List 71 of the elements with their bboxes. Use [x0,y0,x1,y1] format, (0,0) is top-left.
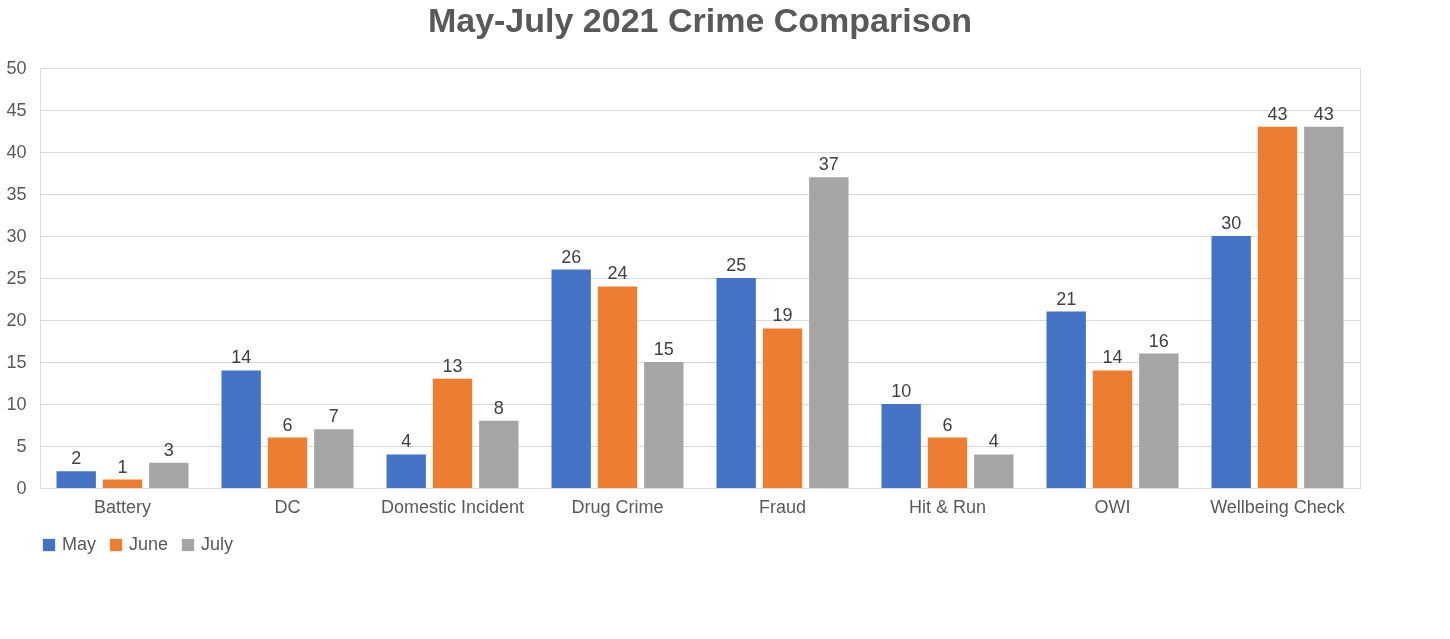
y-tick-label: 15 [6,351,27,372]
data-label: 2 [71,448,82,469]
data-label: 14 [231,347,252,368]
bar [597,286,638,488]
bar [716,278,756,488]
bar [881,404,921,488]
data-label: 1 [117,456,128,477]
bar [1257,126,1298,488]
bar [1046,311,1086,488]
x-tick-label: Wellbeing Check [1210,496,1346,517]
bar [386,454,426,488]
data-label: 4 [988,431,999,452]
legend-label: June [129,534,169,554]
data-label: 30 [1221,213,1242,233]
bar [809,177,849,488]
data-label: 37 [818,154,839,175]
bar [267,437,308,488]
x-tick-label: OWI [1094,496,1131,517]
legend-label: July [201,534,234,554]
bar [927,437,968,488]
chart-title: May-July 2021 Crime Comparison [427,1,973,39]
x-tick-label: DC [274,496,301,517]
x-tick-label: Battery [93,496,152,517]
data-label: 43 [1313,103,1334,124]
data-label: 7 [328,406,339,427]
data-label: 24 [607,263,628,284]
x-tick-label: Hit & Run [908,496,987,517]
bar [479,420,519,488]
data-label: 14 [1102,347,1123,368]
y-tick-label: 40 [6,141,27,162]
data-label: 10 [891,381,912,401]
data-label: 25 [726,255,747,275]
bar [762,328,803,488]
bar [102,479,143,488]
bar [149,462,189,488]
bar [1211,236,1251,488]
data-label: 16 [1148,330,1169,351]
bar [1139,353,1179,488]
y-tick-label: 10 [6,393,27,414]
data-label: 13 [442,355,463,376]
bar [314,429,354,488]
data-label: 6 [282,414,293,435]
bar [644,362,684,488]
data-label: 4 [401,431,412,452]
data-label: 3 [163,439,174,460]
data-label: 26 [561,246,582,267]
y-tick-label: 30 [6,225,27,246]
bar [432,378,473,488]
x-tick-label: Drug Crime [571,496,664,517]
bar [56,471,96,488]
y-tick-label: 50 [6,57,27,78]
bar [551,269,591,488]
data-label: 43 [1267,103,1288,124]
data-label: 8 [493,397,504,418]
y-tick-label: 0 [16,477,27,498]
data-label: 21 [1056,288,1077,309]
y-tick-label: 5 [16,435,27,456]
data-label: 6 [942,414,953,435]
x-tick-label: Fraud [758,496,807,517]
y-tick-label: 45 [6,99,27,120]
bar [1304,126,1344,488]
y-tick-label: 35 [6,183,27,204]
y-tick-label: 20 [6,309,27,330]
x-tick-label: Domestic Incident [380,496,525,517]
data-label: 19 [772,305,793,326]
bar [221,370,261,488]
data-label: 15 [653,339,674,359]
legend-label: May [62,534,97,554]
y-tick-label: 25 [6,267,27,288]
bar [974,454,1014,488]
bar [1092,370,1133,488]
